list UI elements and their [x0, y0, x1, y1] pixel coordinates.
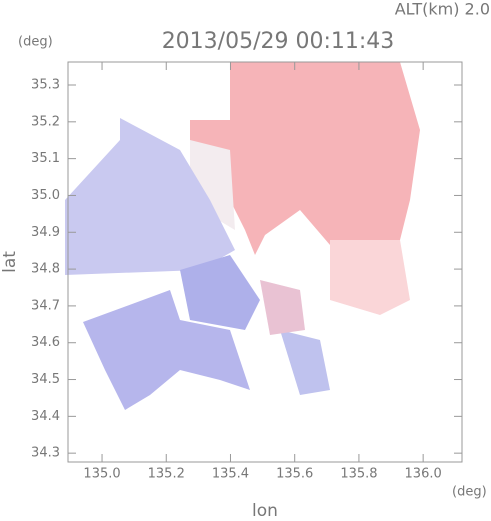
x-tick-label: 136.0: [405, 467, 442, 482]
plot-frame: [67, 61, 463, 463]
y-tick-label: 34.7: [31, 298, 60, 313]
y-tick-label: 35.2: [31, 114, 60, 129]
negative-velocity-area: [65, 118, 235, 275]
radar-field: [65, 62, 420, 410]
negative-velocity-area: [180, 255, 260, 330]
y-tick-label: 34.6: [31, 335, 60, 350]
y-tick-label: 34.9: [31, 225, 60, 240]
y-tick-label: 34.8: [31, 262, 60, 277]
y-unit: (deg): [18, 35, 53, 50]
x-axis-label: lon: [252, 501, 278, 521]
neutral-area: [190, 140, 235, 230]
negative-velocity-area: [280, 330, 330, 395]
mixed-area: [260, 280, 305, 335]
altitude-label: ALT(km) 2.0: [395, 0, 490, 19]
y-tick-label: 34.5: [31, 372, 60, 387]
y-tick-label: 35.1: [31, 151, 60, 166]
y-tick-label: 35.0: [31, 188, 60, 203]
positive-velocity-area: [330, 240, 410, 315]
x-tick-label: 135.6: [276, 467, 313, 482]
chart-title: 2013/05/29 00:11:43: [162, 29, 395, 54]
y-tick-label: 34.4: [31, 409, 60, 424]
y-tick-label: 35.3: [31, 78, 60, 93]
y-axis-label: lat: [0, 251, 20, 273]
x-tick-label: 135.0: [83, 467, 120, 482]
x-tick-label: 135.4: [212, 467, 249, 482]
positive-velocity-area: [190, 62, 420, 255]
y-tick-label: 34.3: [31, 446, 60, 461]
x-tick-label: 135.8: [340, 467, 377, 482]
x-unit: (deg): [452, 485, 487, 500]
x-tick-label: 135.2: [148, 467, 185, 482]
negative-velocity-area: [83, 290, 250, 410]
